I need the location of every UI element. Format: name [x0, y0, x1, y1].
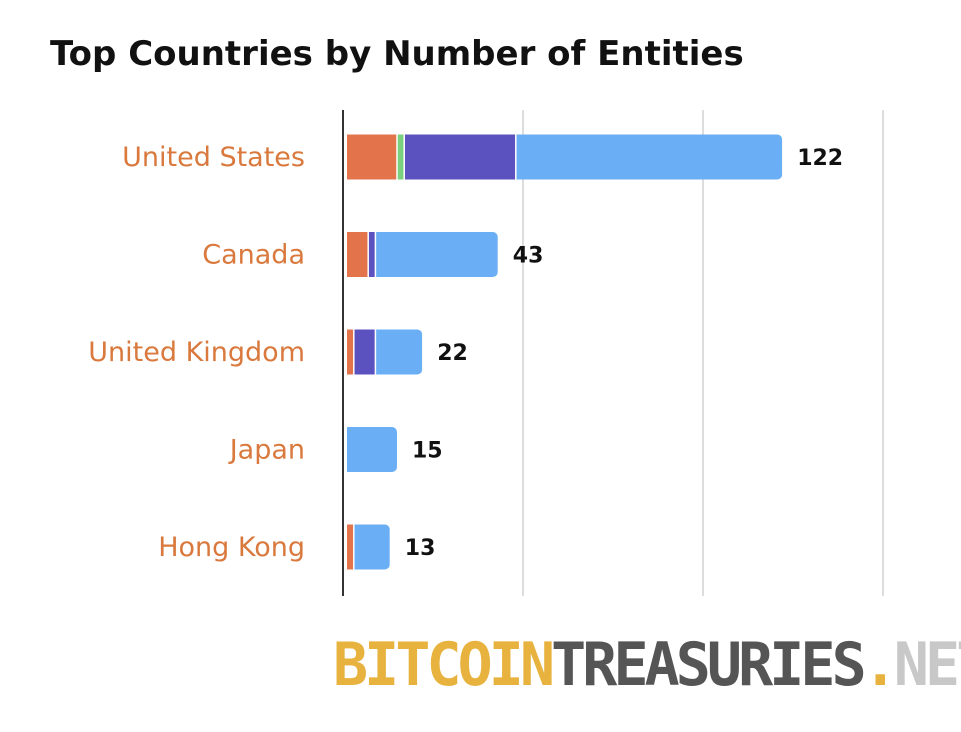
bar-segment: [347, 232, 369, 277]
bar-segment: [404, 134, 516, 180]
bar-segment: [347, 427, 397, 472]
bar-segment: [353, 524, 390, 570]
bar-row: [347, 134, 783, 180]
category-label: Canada: [202, 240, 305, 271]
logo-net: NET: [893, 630, 961, 700]
bar-segment: [347, 524, 354, 570]
logo-bitcoin: BITCOIN: [333, 630, 555, 700]
bar-segment: [347, 329, 354, 375]
bar-row: [347, 232, 498, 277]
bar-segment: [347, 134, 397, 180]
total-label: 13: [405, 536, 436, 561]
gridlines: [522, 110, 884, 596]
total-label: 22: [437, 341, 468, 366]
bar-row: [347, 329, 423, 375]
bitcoin-treasuries-logo: BITCOINTREASURIES.NET: [333, 635, 961, 695]
bar-segment: [397, 134, 405, 180]
category-labels: United States Canada United Kingdom Japan Ho…: [88, 142, 305, 563]
total-label: 15: [412, 439, 443, 464]
bar-chart: United States Canada United Kingdom Japan Ho…: [88, 110, 884, 596]
bar-segment: [353, 329, 376, 375]
logo-treasuries: TREASURIES: [551, 630, 866, 700]
total-label: 43: [513, 244, 544, 269]
bar-segment: [515, 134, 783, 180]
category-label: Japan: [228, 435, 305, 466]
bar-row: [347, 524, 390, 570]
bar-segment: [375, 329, 423, 375]
chart-title: Top Countries by Number of Entities: [50, 34, 744, 74]
logo-dot: .: [862, 630, 898, 700]
total-label: 122: [797, 146, 843, 171]
total-labels: 122 43 22 15 13: [405, 146, 843, 561]
category-label: United States: [122, 142, 305, 173]
bar-row: [347, 427, 397, 472]
bar-segment: [375, 232, 498, 277]
bar-segment: [368, 232, 376, 277]
bars: [347, 134, 783, 570]
category-label: Hong Kong: [158, 532, 305, 563]
category-label: United Kingdom: [88, 337, 305, 368]
